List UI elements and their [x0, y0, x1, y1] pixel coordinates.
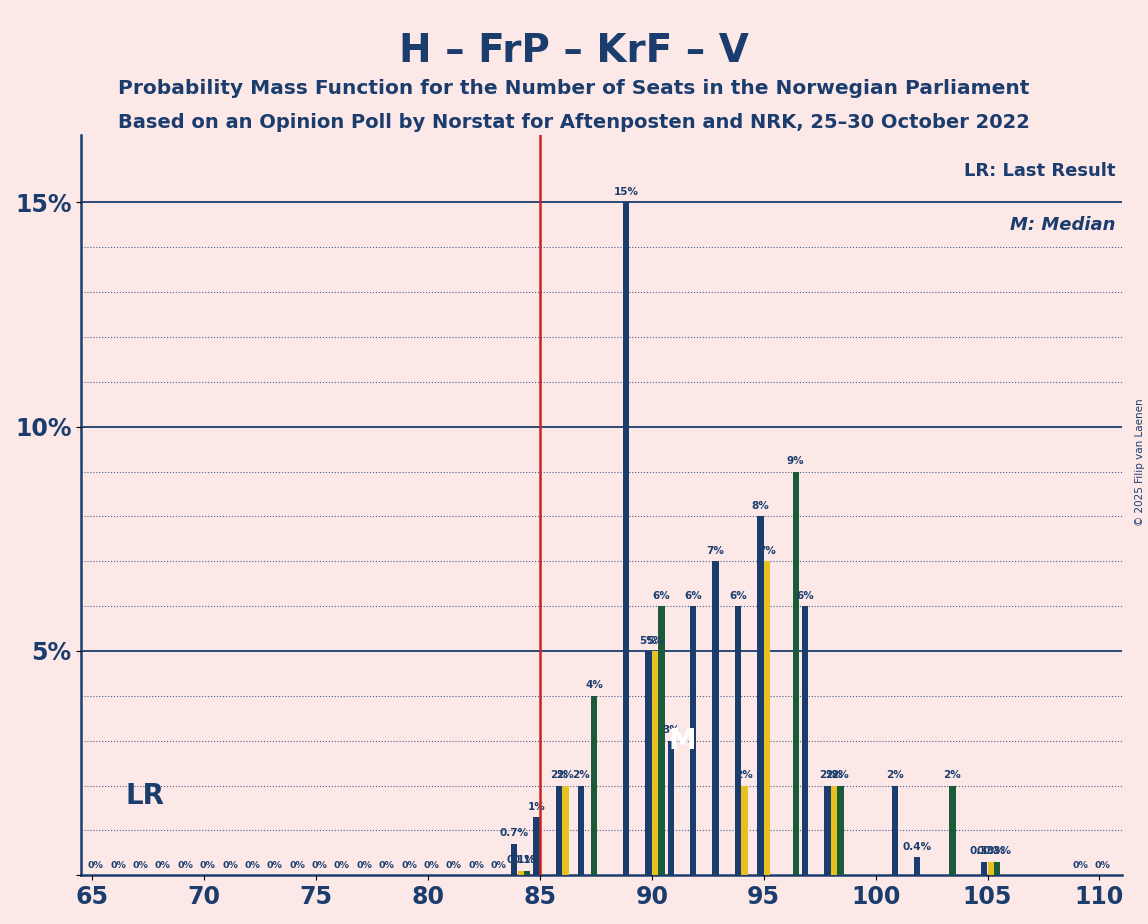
Text: 0%: 0%: [334, 861, 350, 869]
Text: 0%: 0%: [245, 861, 261, 869]
Text: M: M: [668, 726, 696, 755]
Bar: [802, 606, 808, 875]
Text: 0%: 0%: [200, 861, 216, 869]
Text: 2%: 2%: [550, 771, 568, 780]
Bar: [518, 870, 523, 875]
Bar: [735, 606, 742, 875]
Text: 0.3%: 0.3%: [983, 846, 1011, 857]
Bar: [949, 785, 955, 875]
Text: 8%: 8%: [752, 501, 769, 511]
Text: 0%: 0%: [177, 861, 193, 869]
Text: 6%: 6%: [652, 590, 670, 601]
Text: M: Median: M: Median: [1009, 216, 1115, 234]
Text: Based on an Opinion Poll by Norstat for Aftenposten and NRK, 25–30 October 2022: Based on an Opinion Poll by Norstat for …: [118, 113, 1030, 132]
Text: 0%: 0%: [401, 861, 417, 869]
Text: 0.1%: 0.1%: [506, 856, 535, 866]
Bar: [563, 785, 568, 875]
Text: 2%: 2%: [736, 771, 753, 780]
Bar: [623, 202, 629, 875]
Text: 6%: 6%: [684, 590, 703, 601]
Text: 5%: 5%: [646, 636, 664, 646]
Text: 0%: 0%: [266, 861, 282, 869]
Text: 4%: 4%: [585, 680, 603, 690]
Bar: [690, 606, 697, 875]
Text: 2%: 2%: [573, 771, 590, 780]
Text: 5%: 5%: [639, 636, 658, 646]
Text: 0%: 0%: [424, 861, 440, 869]
Text: LR: LR: [126, 782, 165, 809]
Bar: [658, 606, 665, 875]
Bar: [534, 817, 540, 875]
Text: 7%: 7%: [707, 546, 724, 556]
Bar: [742, 785, 747, 875]
Text: © 2025 Filip van Laenen: © 2025 Filip van Laenen: [1135, 398, 1145, 526]
Text: 0%: 0%: [356, 861, 372, 869]
Bar: [824, 785, 831, 875]
Text: 0.3%: 0.3%: [976, 846, 1006, 857]
Text: 2%: 2%: [819, 771, 837, 780]
Text: 0%: 0%: [468, 861, 484, 869]
Bar: [763, 561, 770, 875]
Text: 0%: 0%: [289, 861, 305, 869]
Text: 0%: 0%: [445, 861, 461, 869]
Bar: [831, 785, 837, 875]
Text: 9%: 9%: [786, 456, 805, 467]
Bar: [914, 857, 921, 875]
Text: 7%: 7%: [758, 546, 776, 556]
Bar: [892, 785, 898, 875]
Text: 0.1%: 0.1%: [513, 856, 542, 866]
Text: 0.3%: 0.3%: [970, 846, 999, 857]
Text: 0%: 0%: [222, 861, 238, 869]
Bar: [713, 561, 719, 875]
Bar: [987, 862, 994, 875]
Text: 0%: 0%: [110, 861, 126, 869]
Bar: [994, 862, 1000, 875]
Bar: [579, 785, 584, 875]
Text: 2%: 2%: [944, 771, 961, 780]
Text: 0.7%: 0.7%: [499, 829, 529, 838]
Text: LR: Last Result: LR: Last Result: [963, 162, 1115, 180]
Text: 15%: 15%: [614, 187, 638, 197]
Bar: [982, 862, 987, 875]
Text: 0%: 0%: [1072, 861, 1088, 869]
Bar: [511, 844, 518, 875]
Text: 2%: 2%: [886, 771, 903, 780]
Bar: [525, 870, 530, 875]
Bar: [652, 651, 658, 875]
Text: Probability Mass Function for the Number of Seats in the Norwegian Parliament: Probability Mass Function for the Number…: [118, 79, 1030, 98]
Text: 0%: 0%: [490, 861, 506, 869]
Text: 6%: 6%: [729, 590, 747, 601]
Text: 2%: 2%: [825, 771, 843, 780]
Text: 6%: 6%: [797, 590, 814, 601]
Bar: [792, 471, 799, 875]
Bar: [556, 785, 563, 875]
Text: 1%: 1%: [528, 802, 545, 811]
Bar: [591, 696, 597, 875]
Bar: [668, 741, 674, 875]
Bar: [645, 651, 652, 875]
Bar: [837, 785, 844, 875]
Text: 0%: 0%: [155, 861, 171, 869]
Text: H – FrP – KrF – V: H – FrP – KrF – V: [400, 32, 748, 70]
Text: 0%: 0%: [88, 861, 103, 869]
Text: 0%: 0%: [132, 861, 148, 869]
Text: 0.4%: 0.4%: [902, 842, 931, 852]
Text: 0%: 0%: [1095, 861, 1110, 869]
Text: 3%: 3%: [662, 725, 680, 736]
Text: 0%: 0%: [379, 861, 395, 869]
Text: 0%: 0%: [311, 861, 327, 869]
Text: 2%: 2%: [831, 771, 850, 780]
Bar: [758, 517, 763, 875]
Text: 2%: 2%: [557, 771, 574, 780]
